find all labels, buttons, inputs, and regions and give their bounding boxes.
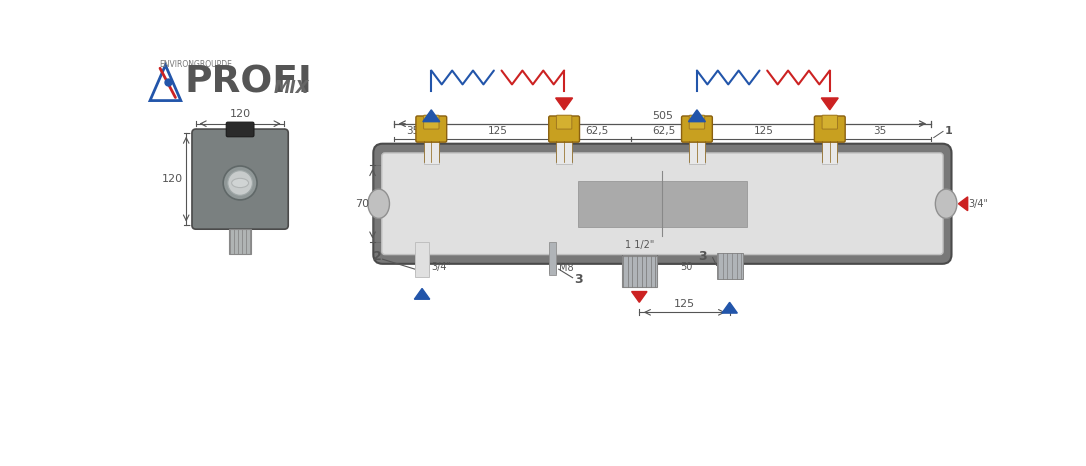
Text: 35: 35 bbox=[406, 126, 419, 136]
Text: 1: 1 bbox=[945, 126, 952, 137]
Text: 70: 70 bbox=[355, 199, 369, 209]
FancyBboxPatch shape bbox=[548, 116, 580, 142]
Text: 3/4": 3/4" bbox=[969, 199, 988, 209]
FancyBboxPatch shape bbox=[548, 242, 556, 274]
FancyBboxPatch shape bbox=[382, 153, 943, 254]
FancyBboxPatch shape bbox=[226, 122, 254, 137]
FancyBboxPatch shape bbox=[416, 116, 446, 142]
Text: 505: 505 bbox=[652, 110, 673, 121]
FancyBboxPatch shape bbox=[424, 115, 439, 129]
Text: 125: 125 bbox=[674, 299, 695, 309]
Text: 62,5: 62,5 bbox=[585, 126, 609, 136]
FancyBboxPatch shape bbox=[556, 115, 572, 129]
Polygon shape bbox=[422, 110, 440, 122]
FancyBboxPatch shape bbox=[822, 115, 837, 129]
Polygon shape bbox=[632, 292, 647, 302]
Text: 3/4": 3/4" bbox=[431, 261, 452, 272]
FancyBboxPatch shape bbox=[556, 137, 572, 164]
Text: ENVIRONGROUPDE: ENVIRONGROUPDE bbox=[160, 60, 232, 69]
Text: 120: 120 bbox=[162, 174, 184, 184]
Text: 120: 120 bbox=[229, 109, 251, 119]
FancyBboxPatch shape bbox=[814, 116, 845, 142]
Circle shape bbox=[223, 166, 257, 200]
Circle shape bbox=[228, 171, 252, 195]
Polygon shape bbox=[556, 98, 572, 110]
FancyBboxPatch shape bbox=[621, 256, 657, 287]
Polygon shape bbox=[821, 98, 838, 110]
Text: 50: 50 bbox=[681, 261, 693, 272]
FancyBboxPatch shape bbox=[717, 253, 743, 279]
Polygon shape bbox=[689, 110, 706, 122]
FancyBboxPatch shape bbox=[822, 137, 837, 164]
Text: 3: 3 bbox=[574, 273, 583, 286]
FancyBboxPatch shape bbox=[229, 229, 251, 254]
Text: 1 1/2": 1 1/2" bbox=[624, 240, 654, 250]
Text: MIX: MIX bbox=[274, 79, 308, 97]
Text: 62,5: 62,5 bbox=[652, 126, 675, 136]
FancyBboxPatch shape bbox=[192, 129, 288, 229]
Text: 125: 125 bbox=[754, 126, 773, 136]
FancyBboxPatch shape bbox=[424, 137, 439, 164]
Ellipse shape bbox=[935, 189, 957, 219]
Text: 3: 3 bbox=[698, 250, 707, 263]
FancyBboxPatch shape bbox=[374, 144, 951, 264]
FancyBboxPatch shape bbox=[682, 116, 712, 142]
Ellipse shape bbox=[368, 189, 390, 219]
Text: 35: 35 bbox=[873, 126, 887, 136]
Polygon shape bbox=[959, 197, 968, 211]
Ellipse shape bbox=[231, 178, 249, 188]
Text: 2: 2 bbox=[372, 250, 381, 263]
Text: PROFI: PROFI bbox=[185, 65, 313, 101]
FancyBboxPatch shape bbox=[578, 181, 747, 227]
Polygon shape bbox=[415, 288, 430, 299]
FancyBboxPatch shape bbox=[690, 115, 705, 129]
FancyBboxPatch shape bbox=[415, 242, 429, 277]
Text: 125: 125 bbox=[488, 126, 507, 136]
FancyBboxPatch shape bbox=[690, 137, 705, 164]
Polygon shape bbox=[722, 302, 737, 313]
Text: M8: M8 bbox=[558, 263, 573, 274]
